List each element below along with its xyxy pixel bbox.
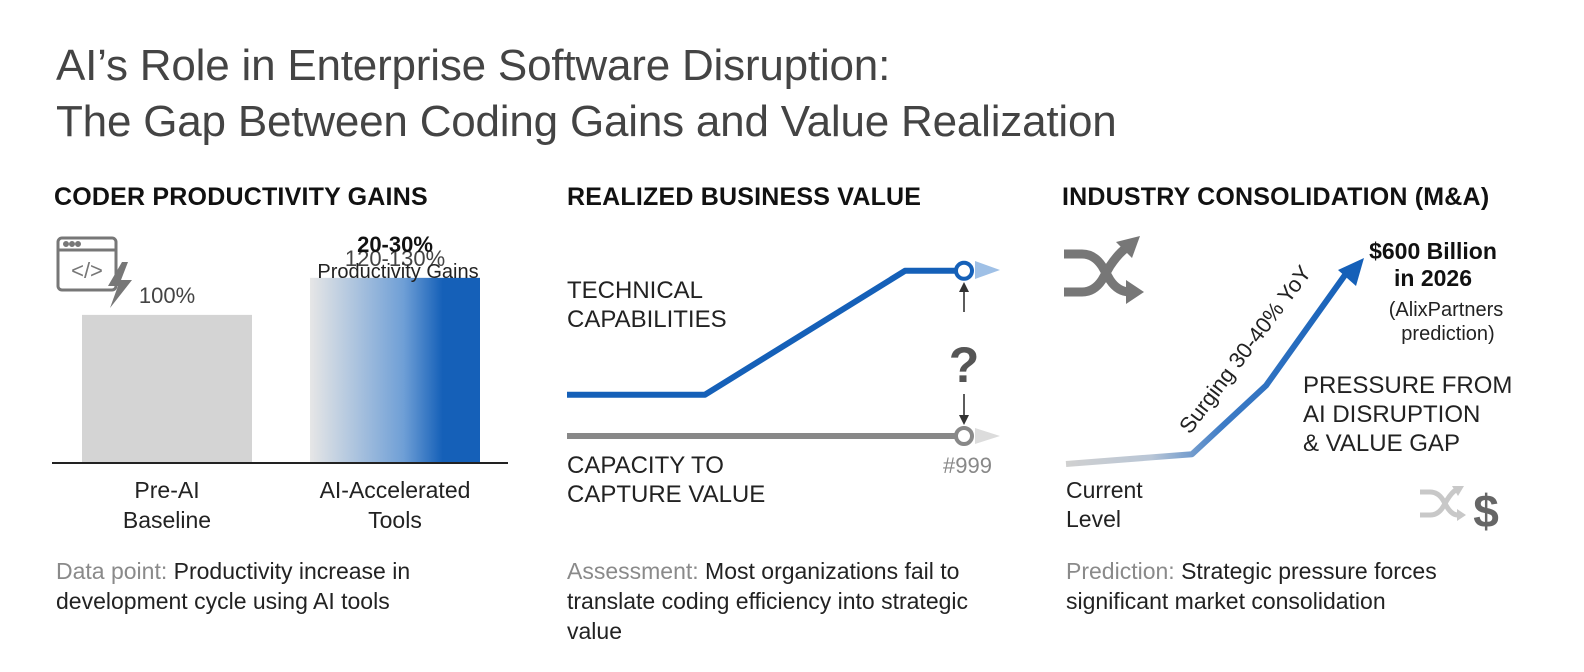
gain-headline: 20-30% <box>357 232 433 257</box>
capture-arrowhead <box>975 428 1000 444</box>
shuffle-dollar-icon <box>1420 486 1466 521</box>
bar-value-label: 120-130% <box>345 246 445 271</box>
ma-trend-line <box>1065 266 1353 467</box>
capture-end-point <box>954 426 974 446</box>
footnote-text: Strategic pressure forces <box>1181 558 1437 584</box>
value-footnote: Assessment: Most organizations fail to t… <box>567 556 1037 646</box>
footnote-text-2: development cycle using AI tools <box>56 588 390 614</box>
dollar-icon: $ <box>1473 485 1499 537</box>
value-heading: REALIZED BUSINESS VALUE <box>567 183 922 211</box>
pressure-line-3: & VALUE GAP <box>1303 430 1460 457</box>
code-tag: #999 <box>943 453 992 478</box>
page-title: AI’s Role in Enterprise Software Disrupt… <box>56 38 1117 150</box>
bar-2 <box>310 277 480 463</box>
gap-arrowhead-down <box>959 415 969 425</box>
start-line-2: Level <box>1066 506 1121 532</box>
code-window-lightning-icon: </> <box>56 236 132 308</box>
productivity-heading: CODER PRODUCTIVITY GAINS <box>54 183 428 211</box>
title-line-2: The Gap Between Coding Gains and Value R… <box>56 97 1117 146</box>
footnote-lead: Assessment: <box>567 558 699 584</box>
category-label: Pre-AI <box>134 477 199 503</box>
footnote-text: Most organizations fail to <box>705 558 960 584</box>
capture-label-2: CAPTURE VALUE <box>567 481 765 508</box>
category-label: Tools <box>368 507 422 533</box>
productivity-footnote: Data point: Productivity increase in dev… <box>56 556 526 616</box>
gap-question-mark: ? <box>949 337 980 393</box>
category-label: Baseline <box>123 507 211 533</box>
technical-end-point <box>954 260 974 281</box>
category-label: AI-Accelerated <box>320 477 471 503</box>
svg-text:</>: </> <box>71 258 103 283</box>
ma-trend-arrowhead <box>1338 258 1364 286</box>
target-line-1: $600 Billion <box>1369 238 1497 264</box>
consolidation-footnote: Prediction: Strategic pressure forces si… <box>1066 556 1536 616</box>
capture-label-1: CAPACITY TO <box>567 452 724 479</box>
source-line-1: (AlixPartners <box>1389 299 1503 321</box>
start-line-1: Current <box>1066 477 1143 503</box>
footnote-lead: Prediction: <box>1066 558 1175 584</box>
footnote-text-2: significant market consolidation <box>1066 588 1386 614</box>
footnote-text-3: value <box>567 618 622 644</box>
title-line-1: AI’s Role in Enterprise Software Disrupt… <box>56 41 891 90</box>
pressure-line-1: PRESSURE FROM <box>1303 372 1512 399</box>
shuffle-arrows-icon <box>1064 236 1144 304</box>
consolidation-heading: INDUSTRY CONSOLIDATION (M&A) <box>1062 183 1490 211</box>
footnote-text-2: translate coding efficiency into strateg… <box>567 588 969 614</box>
tech-label-2: CAPABILITIES <box>567 306 727 333</box>
technical-capabilities-line <box>567 267 964 398</box>
source-line-2: prediction) <box>1401 323 1494 345</box>
footnote-lead: Data point: <box>56 558 168 584</box>
target-line-2: in 2026 <box>1394 265 1472 291</box>
gap-arrowhead-up <box>959 282 969 292</box>
gain-subtitle: Productivity Gains <box>317 261 478 283</box>
technical-arrowhead <box>975 261 1000 279</box>
bar-value-label: 100% <box>139 283 195 308</box>
tech-label-1: TECHNICAL <box>567 277 703 304</box>
footnote-text: Productivity increase in <box>173 558 411 584</box>
pressure-line-2: AI DISRUPTION <box>1303 401 1480 428</box>
bar-1 <box>82 314 252 463</box>
